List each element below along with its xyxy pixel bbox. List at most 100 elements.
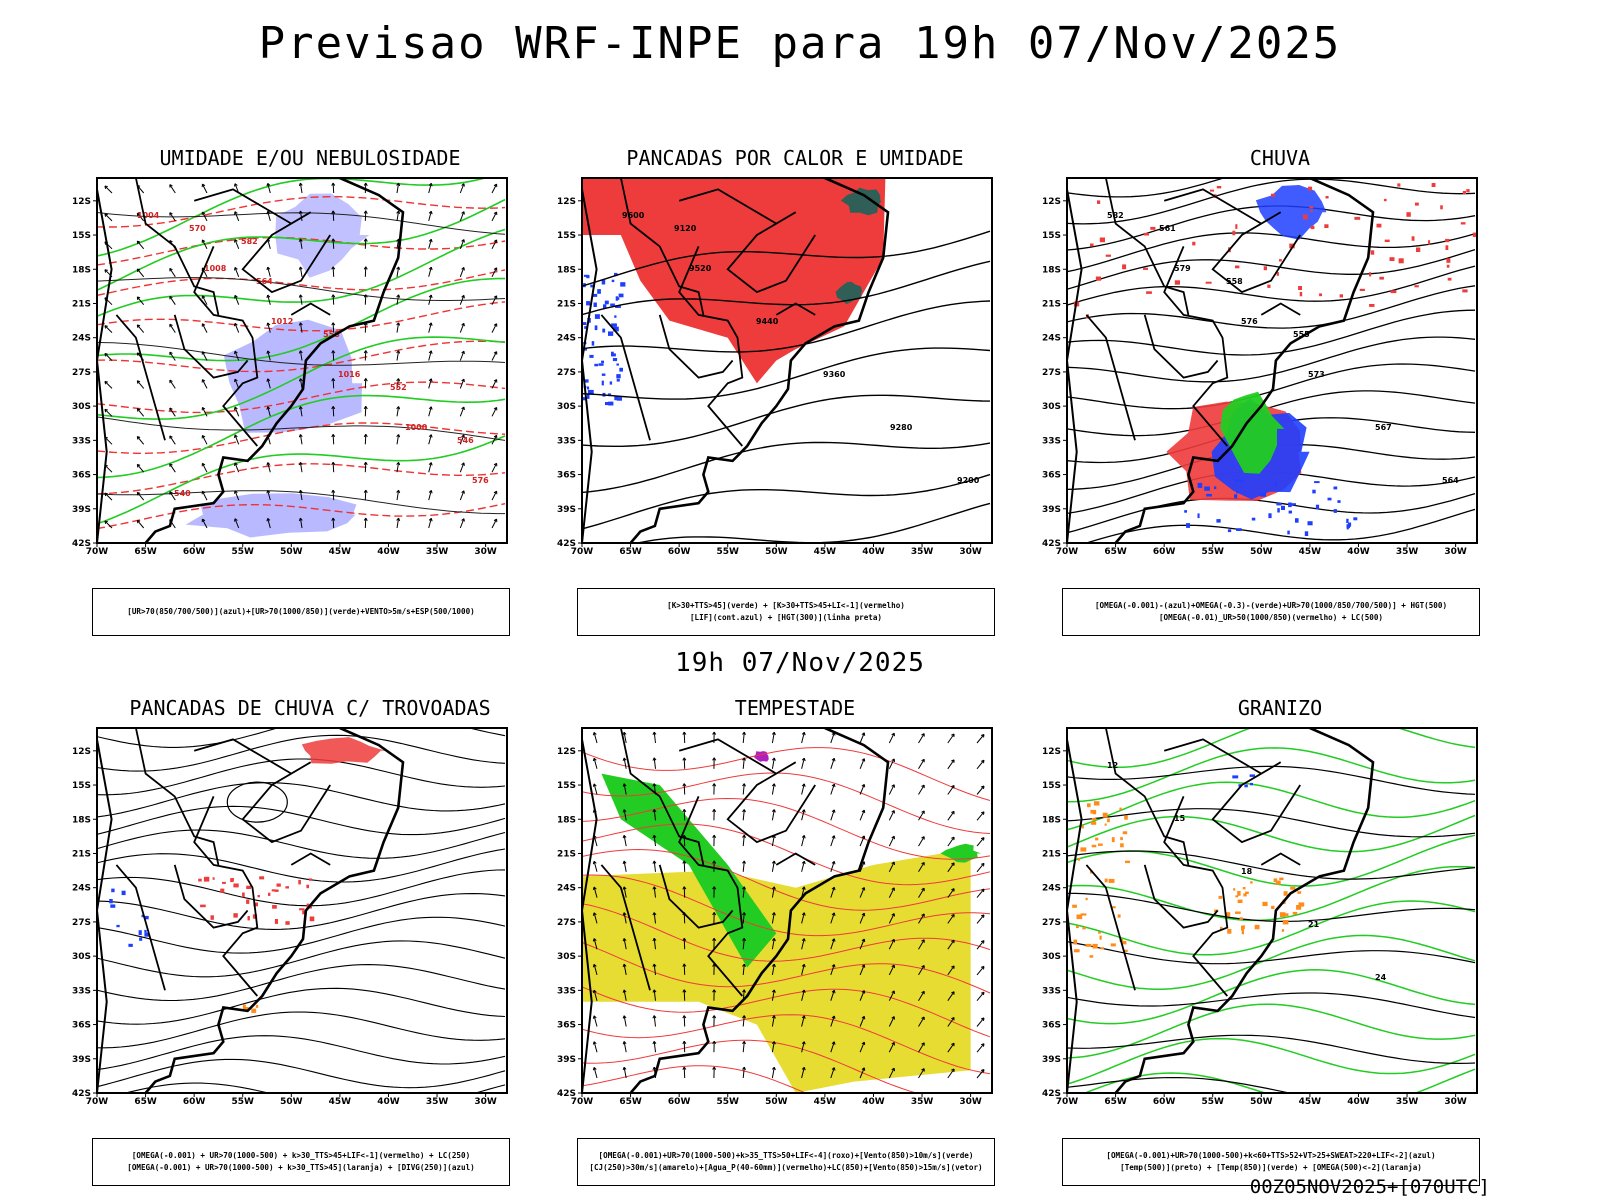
omega-orange [1104, 878, 1108, 883]
contour-label: 1008 [204, 264, 227, 273]
wind-vector [364, 266, 367, 277]
wind-vector [428, 434, 432, 445]
wind-vector [921, 939, 925, 943]
lat-label: 39S [1042, 505, 1061, 515]
wind-vector [363, 266, 368, 270]
legend-line: [OMEGA(-0.001) + UR>70(1000-500) + k>30_… [131, 1151, 471, 1160]
rain-speckle [1370, 250, 1375, 255]
lat-label: 42S [557, 539, 576, 549]
lon-label: 70W [1056, 1097, 1079, 1107]
wind-vector [859, 964, 865, 976]
wind-vector [299, 378, 303, 389]
wind-vector [653, 963, 656, 975]
panel-legend: [K>30+TTS>45](verde) + [K>30+TTS>45+LI<-… [577, 588, 995, 636]
lif-contour [587, 389, 594, 395]
wind-vector [364, 350, 367, 361]
lon-label: 55W [717, 547, 740, 557]
wind-vector [652, 1041, 657, 1045]
wind-vector [888, 964, 895, 976]
panel-title: CHUVA [1249, 146, 1311, 170]
border-line [1163, 738, 1262, 775]
streamline [97, 1011, 506, 1049]
wind-vector [653, 938, 656, 950]
wind-vector [622, 783, 627, 787]
wind-vector [491, 379, 498, 389]
divg-speckle [128, 943, 133, 947]
temp850-contour [1067, 1037, 1476, 1085]
wind-vector [136, 491, 141, 496]
wind-vector [332, 182, 335, 194]
lif-contour [609, 381, 613, 385]
wind-vector [801, 783, 806, 787]
contour-label: 9360 [823, 370, 846, 379]
lif-contour [617, 297, 620, 300]
wind-vector [652, 912, 657, 916]
wind-vector [331, 294, 336, 298]
wind-vector [712, 912, 717, 916]
wind-vector [861, 809, 866, 814]
hail-blue [1244, 784, 1248, 788]
wind-vector [332, 434, 335, 445]
wind-vector [771, 757, 775, 769]
rain-speckle [1268, 513, 1272, 519]
border-line [1211, 761, 1301, 844]
lif-contour [615, 305, 621, 308]
map-canvas: 9600 9520 9440 9360 9280 9200 9120 12S 15S 18S 21S… [557, 177, 993, 557]
wind-vector [234, 239, 238, 243]
thickness-contour [97, 196, 506, 228]
wind-vector [169, 407, 176, 417]
lon-label: 65W [134, 1097, 157, 1107]
lat-label: 15S [557, 231, 576, 241]
wind-vector [891, 810, 895, 814]
wind-vector [830, 783, 835, 795]
wind-vector [682, 989, 687, 993]
thunderstorm-speckle [253, 902, 258, 907]
wind-vector [396, 461, 401, 466]
border-line [241, 761, 331, 844]
rain-speckle [1150, 226, 1156, 230]
wind-vector [592, 989, 597, 994]
wind-vector [622, 1041, 627, 1045]
wind-vector [363, 517, 368, 521]
wind-vector [461, 406, 465, 411]
wind-vector [888, 939, 895, 950]
wind-vector [980, 888, 985, 893]
wind-vector [396, 490, 400, 501]
lon-label: 30W [474, 1097, 497, 1107]
wind-vector [801, 861, 805, 872]
rain-speckle [1214, 486, 1217, 490]
border-line [173, 314, 249, 379]
orange-speckle [255, 1004, 259, 1008]
andes-coast [582, 189, 598, 543]
wind-vector [234, 350, 238, 355]
wind-vector [592, 886, 597, 891]
orange-speckle [251, 1008, 257, 1013]
omega-orange [1076, 914, 1083, 920]
lon-label: 40W [862, 547, 885, 557]
streamline [97, 940, 506, 978]
wind-vector [712, 1066, 717, 1070]
wind-vector [951, 862, 955, 866]
wind-vector [428, 350, 433, 354]
wind-vector [493, 406, 498, 411]
lon-label: 40W [862, 1097, 885, 1107]
wind-vector [459, 518, 465, 529]
wind-vector [234, 211, 238, 215]
omega-orange [1122, 949, 1128, 952]
wind-vector [234, 183, 238, 187]
wind-vector [299, 518, 303, 529]
wind-vector [136, 212, 141, 217]
panel-legend: [OMEGA(-0.001)+UR>70(1000-500)+k<60+TTS>… [1062, 1138, 1480, 1186]
wind-vector [332, 350, 335, 361]
omega-orange [1250, 881, 1253, 884]
thickness-contour [97, 340, 506, 373]
wind-vector [771, 1015, 775, 1027]
wind-vector [976, 759, 985, 770]
humidity-area-high [185, 493, 357, 538]
wind-vector [976, 1017, 985, 1027]
border-line [115, 314, 166, 441]
wind-vector [169, 351, 173, 356]
wind-vector [771, 963, 776, 968]
wind-vector [364, 294, 367, 305]
